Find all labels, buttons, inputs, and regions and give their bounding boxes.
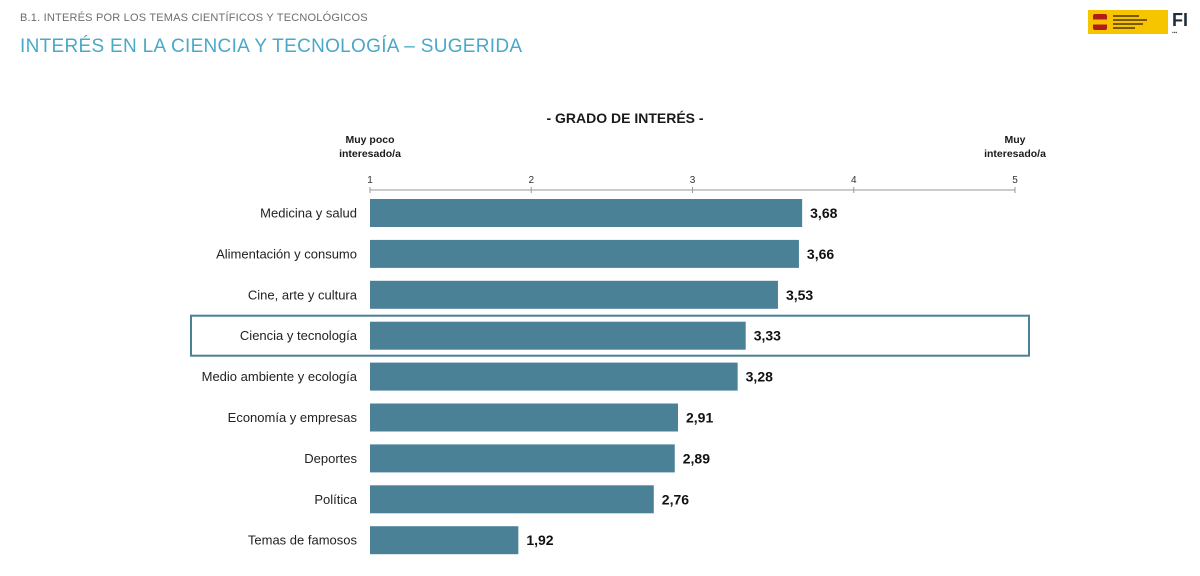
bar <box>370 362 738 391</box>
category-label: Deportes <box>304 451 357 466</box>
value-label: 2,91 <box>686 410 713 426</box>
logo-subtext: ▪▪▪ <box>1172 30 1178 36</box>
value-label: 1,92 <box>526 532 553 548</box>
category-label: Economía y empresas <box>228 410 358 425</box>
logo-text-lines <box>1113 15 1147 29</box>
bar <box>370 485 654 514</box>
category-label: Política <box>314 492 357 507</box>
bar <box>370 321 746 350</box>
scale-min-label-line2: interesado/a <box>339 148 401 160</box>
scale-min-label-line1: Muy poco <box>346 134 395 146</box>
logo-text: FI <box>1172 10 1188 30</box>
value-label: 3,28 <box>746 369 773 385</box>
category-label: Temas de famosos <box>248 533 358 548</box>
x-tick-label: 3 <box>690 175 696 186</box>
x-tick-label: 2 <box>528 175 534 186</box>
scale-max-label-line2: interesado/a <box>984 148 1046 160</box>
coat-of-arms-icon <box>1093 14 1107 30</box>
x-axis-ticks: 1 2 3 4 5 <box>367 175 1018 193</box>
x-tick-label: 1 <box>367 175 373 186</box>
value-label: 2,89 <box>683 450 710 466</box>
scale-max-label-line1: Muy <box>1005 134 1026 146</box>
value-label: 3,53 <box>786 287 813 303</box>
page-title: INTERÉS EN LA CIENCIA Y TECNOLOGÍA – SUG… <box>20 36 523 57</box>
category-label: Alimentación y consumo <box>216 246 357 261</box>
chart-title: - GRADO DE INTERÉS - <box>546 110 703 126</box>
x-tick-label: 4 <box>851 175 857 186</box>
category-label: Cine, arte y cultura <box>248 287 358 302</box>
x-tick-label: 5 <box>1012 175 1018 186</box>
category-label: Medio ambiente y ecología <box>202 369 358 384</box>
value-label: 3,33 <box>754 328 781 344</box>
category-label: Medicina y salud <box>260 206 357 221</box>
bar <box>370 526 519 555</box>
highlight-layer <box>190 314 1030 357</box>
category-label: Ciencia y tecnología <box>240 328 358 343</box>
bars-layer: Medicina y salud 3,68 Alimentación y consu… <box>202 199 838 555</box>
value-label: 3,66 <box>807 246 834 262</box>
value-label: 3,68 <box>810 205 837 221</box>
highlight-box <box>190 314 1030 357</box>
bar <box>370 403 678 432</box>
bar <box>370 239 799 268</box>
bar <box>370 280 778 309</box>
bar <box>370 199 803 227</box>
value-label: 2,76 <box>662 491 689 507</box>
government-logo <box>1088 10 1168 34</box>
bar <box>370 444 675 473</box>
section-label: B.1. INTERÉS POR LOS TEMAS CIENTÍFICOS Y… <box>20 12 368 24</box>
